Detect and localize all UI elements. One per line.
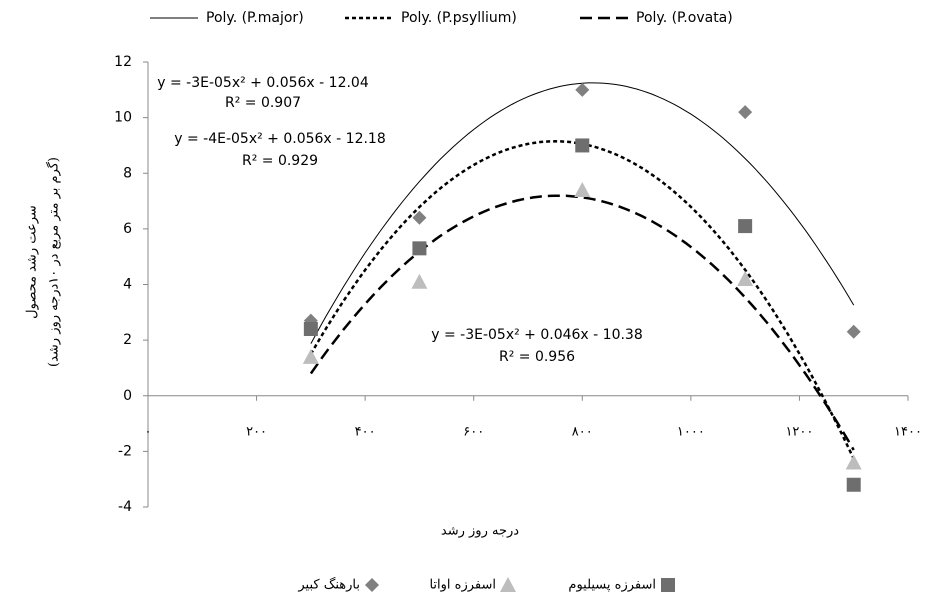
legend-label: اسفرزه پسیلیوم: [568, 578, 656, 593]
x-tick-label: ۰: [145, 424, 152, 439]
y-tick-label: 2: [123, 332, 132, 348]
legend-marker: [365, 578, 379, 592]
x-tick-label: ۱۲۰۰: [785, 424, 813, 439]
x-tick-label: ۸۰۰: [572, 424, 593, 439]
point: [412, 241, 427, 256]
annotation: R² = 0.956: [499, 349, 575, 365]
annotation: R² = 0.929: [242, 153, 318, 169]
y-tick-label: -4: [118, 499, 132, 515]
trendline: [309, 194, 855, 451]
y-axis-label: سرعت رشد محصول: [25, 205, 40, 319]
y-tick-label: 8: [123, 165, 132, 181]
point: [575, 82, 590, 97]
x-tick-label: ۱۴۰۰: [894, 424, 922, 439]
y-axis-label: (گرم بر متر مربع در ۱۰درجه روز رشد): [46, 157, 62, 367]
y-tick-label: 12: [114, 54, 132, 70]
x-axis-label: درجه روز رشد: [441, 524, 519, 539]
x-tick-label: ۶۰۰: [463, 424, 484, 439]
point: [846, 477, 861, 492]
point: [574, 181, 591, 197]
point: [575, 138, 590, 153]
legend-marker: [661, 578, 675, 592]
y-tick-label: -2: [118, 443, 132, 459]
trendline: [310, 82, 855, 344]
legend-label: Poly. (P.major): [206, 10, 304, 26]
annotation: y = -3E-05x² + 0.056x - 12.04: [157, 75, 369, 91]
legend-label: بارهنگ کبیر: [297, 577, 360, 593]
legend-label: اسفرزه اواتا: [429, 578, 496, 593]
y-tick-label: 10: [114, 110, 132, 126]
legend-label: Poly. (P.psyllium): [401, 10, 517, 26]
legend-label: Poly. (P.ovata): [636, 10, 733, 26]
point: [737, 270, 754, 286]
x-tick-label: ۲۰۰: [246, 424, 267, 439]
legend-marker: [500, 577, 516, 592]
x-tick-label: ۱۰۰۰: [677, 424, 705, 439]
point: [846, 324, 861, 339]
y-tick-label: 6: [123, 221, 132, 237]
point: [412, 210, 427, 225]
annotation: y = -4E-05x² + 0.056x - 12.18: [174, 131, 386, 147]
point: [303, 322, 318, 336]
x-tick-label: ۴۰۰: [355, 424, 376, 439]
point: [302, 348, 319, 364]
annotation: R² = 0.907: [225, 95, 301, 111]
annotation: y = -3E-05x² + 0.046x - 10.38: [431, 327, 643, 343]
point: [845, 454, 862, 470]
y-tick-label: 4: [123, 277, 132, 293]
point: [738, 105, 753, 120]
point: [738, 219, 753, 234]
point: [411, 273, 428, 289]
y-tick-label: 0: [123, 388, 132, 404]
